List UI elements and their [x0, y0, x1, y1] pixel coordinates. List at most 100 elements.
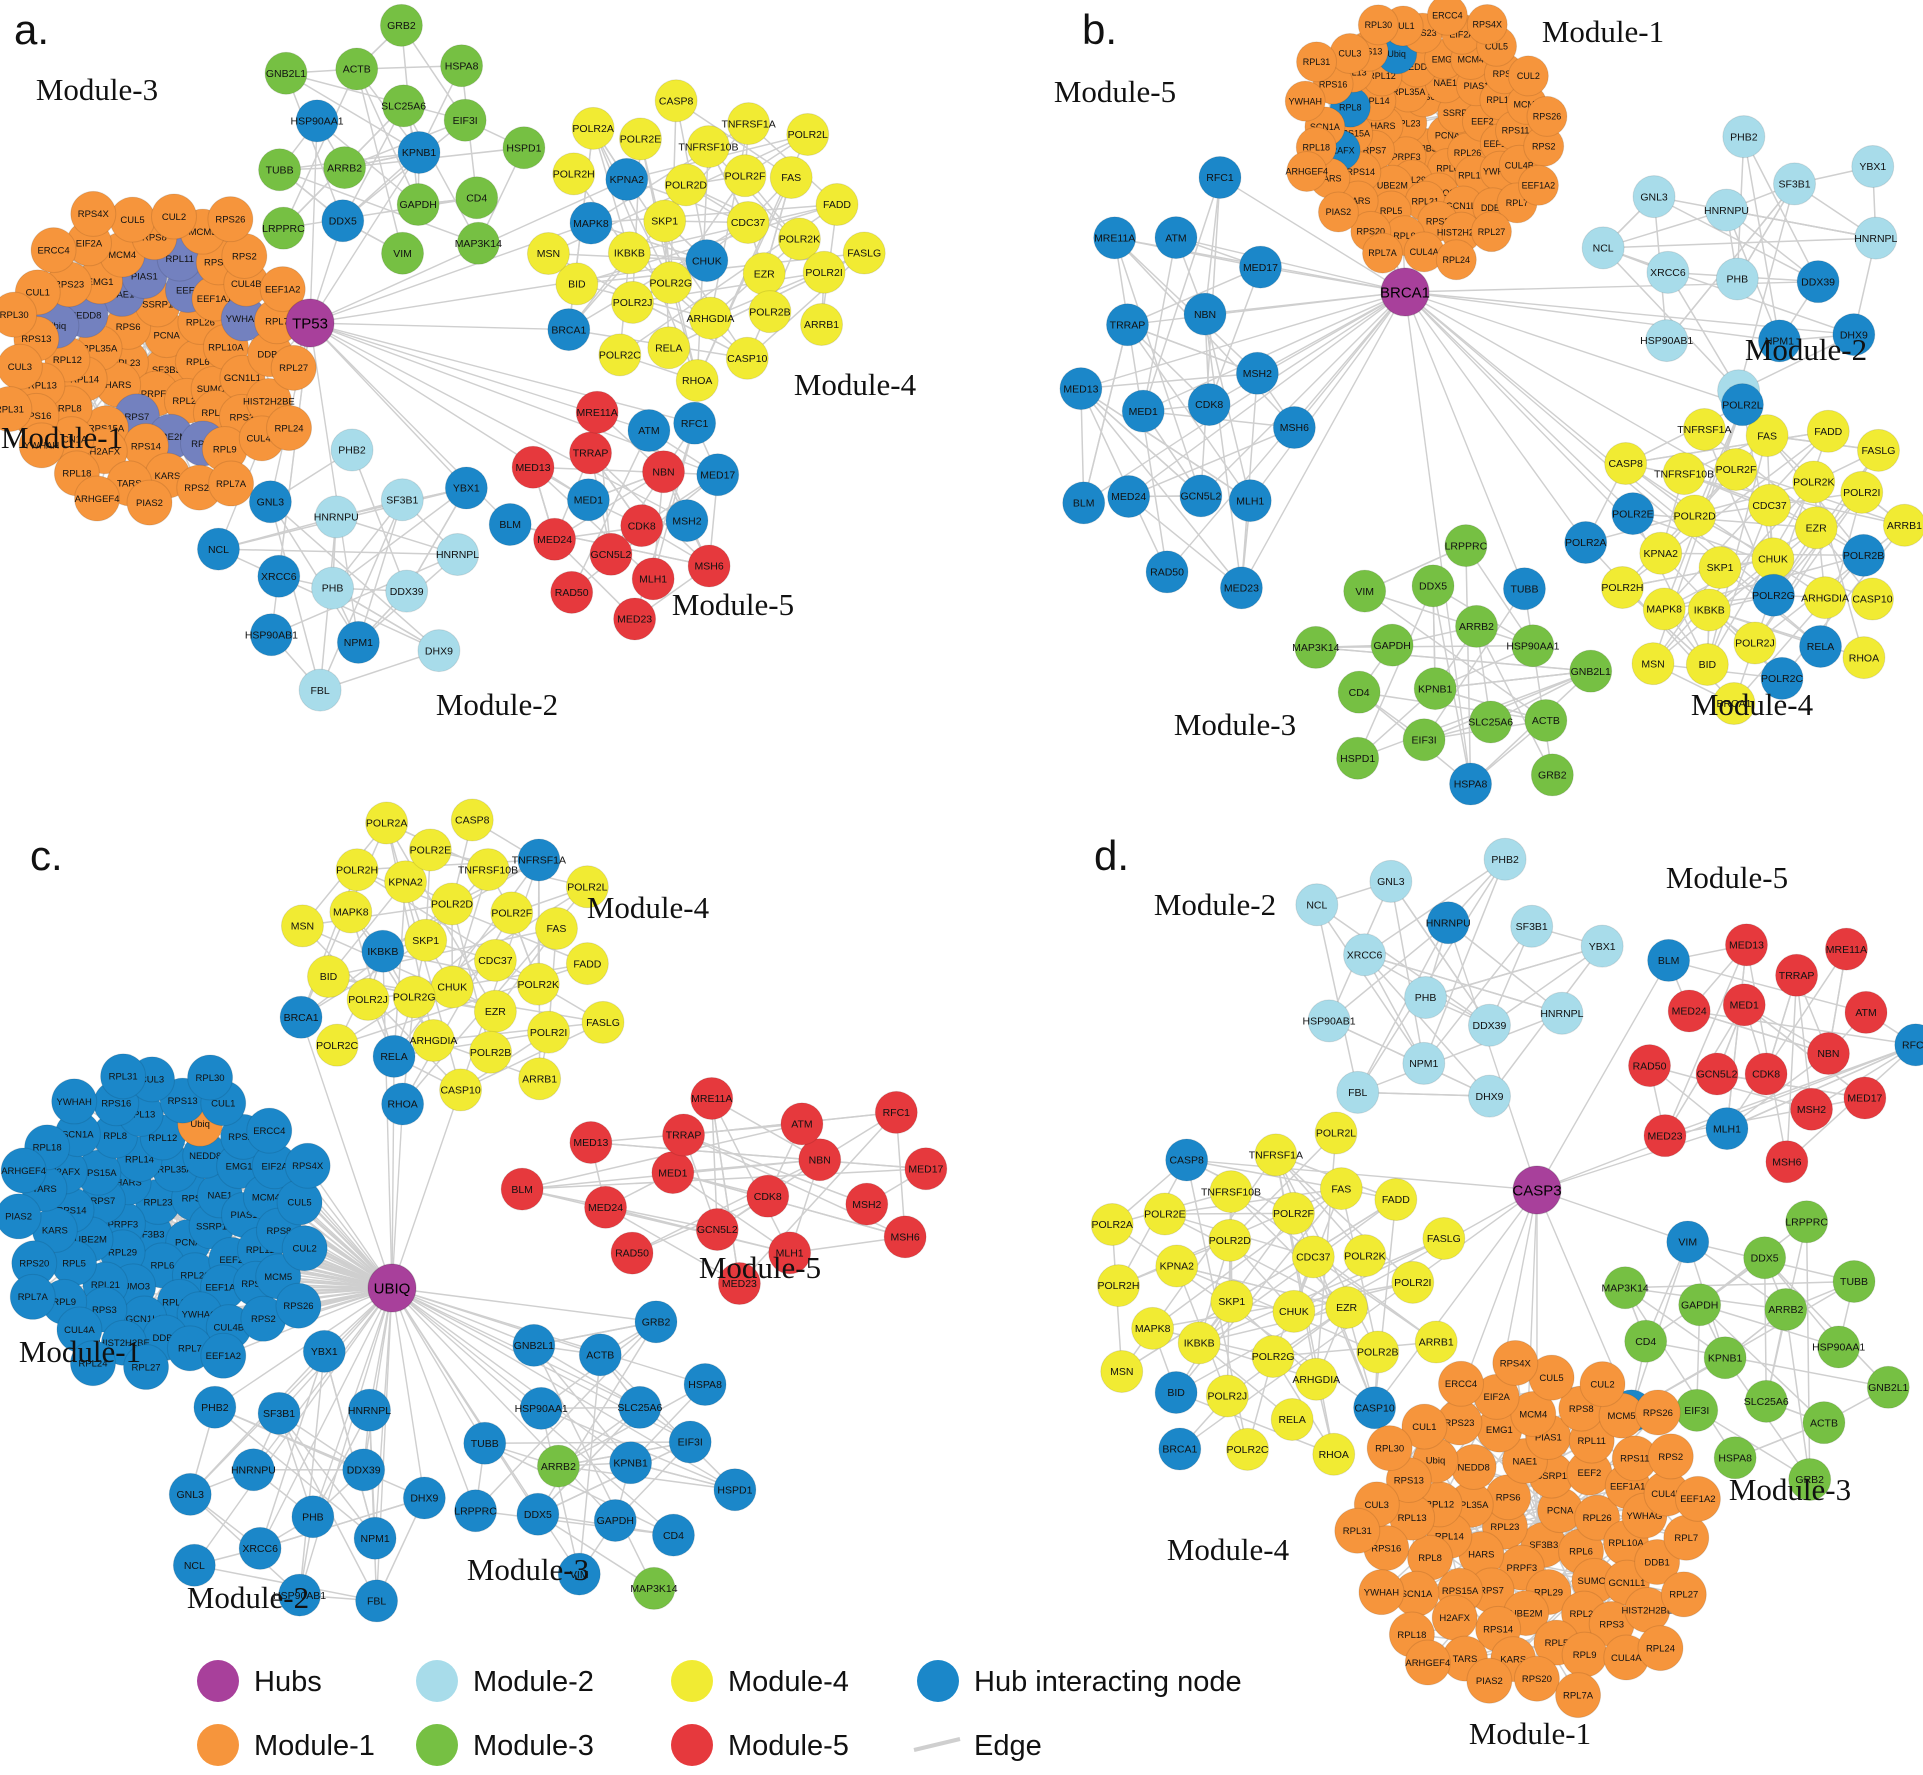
node-POLR2J[interactable]: POLR2J [1205, 1374, 1249, 1418]
node-circle[interactable] [1362, 232, 1404, 274]
node-circle[interactable] [768, 1231, 812, 1275]
node-EEF1A2[interactable]: EEF1A2 [1674, 1475, 1721, 1522]
node-circle[interactable] [727, 102, 771, 146]
node-circle[interactable] [291, 1495, 335, 1539]
node-TNFRSF10B[interactable]: TNFRSF10B [1654, 452, 1714, 496]
node-GCN5L2[interactable]: GCN5L2 [1695, 1052, 1739, 1096]
node-circle[interactable] [618, 1385, 662, 1429]
node-DDX5[interactable]: DDX5 [321, 199, 365, 243]
node-MED23[interactable]: MED23 [717, 1262, 761, 1306]
node-circle[interactable] [207, 196, 254, 243]
node-circle[interactable] [490, 891, 534, 935]
node-YBX1[interactable]: YBX1 [444, 466, 488, 510]
node-ERCC4[interactable]: ERCC4 [30, 227, 77, 274]
node-RPL31[interactable]: RPL31 [1334, 1507, 1381, 1554]
node-PHB[interactable]: PHB [291, 1495, 335, 1539]
node-FAS[interactable]: FAS [1745, 414, 1789, 458]
node-circle[interactable] [1796, 260, 1840, 304]
node-circle[interactable] [196, 527, 240, 571]
node-IKBKB[interactable]: IKBKB [1177, 1321, 1221, 1365]
node-POLR2G[interactable]: POLR2G [392, 975, 436, 1019]
node-circle[interactable] [315, 1023, 359, 1067]
node-KPNA2[interactable]: KPNA2 [1639, 531, 1683, 575]
node-circle[interactable] [384, 860, 428, 904]
node-circle[interactable] [723, 154, 767, 198]
node-ARHGEF4[interactable]: ARHGEF4 [0, 1147, 47, 1194]
node-circle[interactable] [279, 995, 323, 1039]
node-FADD[interactable]: FADD [815, 183, 859, 227]
node-POLR2D[interactable]: POLR2D [1673, 494, 1717, 538]
node-circle[interactable] [392, 975, 436, 1019]
node-RFC1[interactable]: RFC1 [1198, 155, 1242, 199]
node-circle[interactable] [547, 308, 591, 352]
node-circle[interactable] [150, 193, 197, 240]
node-POLR2B[interactable]: POLR2B [748, 290, 792, 334]
node-circle[interactable] [1530, 753, 1574, 797]
node-circle[interactable] [259, 266, 306, 313]
node-ACTB[interactable]: ACTB [1524, 698, 1568, 742]
node-NBN[interactable]: NBN [1183, 292, 1227, 336]
node-circle[interactable] [1854, 216, 1898, 260]
node-circle[interactable] [746, 1174, 790, 1218]
node-circle[interactable] [1856, 428, 1900, 472]
node-NCL[interactable]: NCL [1581, 226, 1625, 270]
node-circle[interactable] [1715, 257, 1759, 301]
node-circle[interactable] [536, 1444, 580, 1488]
node-RPS2[interactable]: RPS2 [1647, 1433, 1694, 1480]
node-circle[interactable] [842, 231, 886, 275]
node-RAD50[interactable]: RAD50 [1145, 550, 1189, 594]
node-RELA[interactable]: RELA [647, 326, 691, 370]
node-FASLG[interactable]: FASLG [1422, 1216, 1466, 1260]
node-circle[interactable] [627, 409, 671, 453]
node-MLH1[interactable]: MLH1 [631, 557, 675, 601]
node-IKBKB[interactable]: IKBKB [361, 929, 405, 973]
node-ARRB2[interactable]: ARRB2 [536, 1444, 580, 1488]
node-circle[interactable] [172, 1543, 216, 1587]
node-RPL30[interactable]: RPL30 [1366, 1425, 1413, 1472]
node-circle[interactable] [1062, 481, 1106, 525]
node-circle[interactable] [1581, 226, 1625, 270]
node-circle[interactable] [257, 554, 301, 598]
node-YWHAH[interactable]: YWHAH [18, 422, 65, 469]
node-LRPPRC[interactable]: LRPPRC [1785, 1200, 1828, 1244]
node-RPL27[interactable]: RPL27 [1470, 211, 1512, 253]
node-circle[interactable] [1642, 587, 1686, 631]
node-EIF3I[interactable]: EIF3I [443, 98, 487, 142]
node-YWHAH[interactable]: YWHAH [51, 1078, 98, 1125]
node-circle[interactable] [527, 1010, 571, 1054]
node-RPL24[interactable]: RPL24 [69, 1340, 116, 1387]
node-POLR2L[interactable]: POLR2L [1720, 383, 1764, 427]
node-RPL31[interactable]: RPL31 [1296, 41, 1338, 83]
node-CD4[interactable]: CD4 [651, 1513, 695, 1557]
node-circle[interactable] [1524, 698, 1568, 742]
node-FBL[interactable]: FBL [355, 1579, 399, 1623]
node-circle[interactable] [651, 1513, 695, 1557]
node-circle[interactable] [726, 200, 770, 244]
node-circle[interactable] [815, 183, 859, 227]
node-circle[interactable] [270, 344, 317, 391]
node-circle[interactable] [643, 199, 687, 243]
node-circle[interactable] [569, 201, 613, 245]
node-PIAS2[interactable]: PIAS2 [1317, 191, 1359, 233]
node-RHOA[interactable]: RHOA [675, 358, 719, 402]
node-EIF3I[interactable]: EIF3I [1675, 1388, 1719, 1432]
node-CASP10[interactable]: CASP10 [1353, 1386, 1397, 1430]
node-circle[interactable] [306, 955, 350, 999]
node-RFC1[interactable]: RFC1 [874, 1090, 918, 1134]
node-SKP1[interactable]: SKP1 [1210, 1280, 1254, 1324]
node-RPL7[interactable]: RPL7 [1663, 1514, 1710, 1561]
node-ARHGDIA[interactable]: ARHGDIA [1801, 576, 1849, 620]
node-BLM[interactable]: BLM [500, 1167, 544, 1211]
node-MED23[interactable]: MED23 [613, 597, 657, 641]
node-RELA[interactable]: RELA [1799, 624, 1843, 668]
node-PHB2[interactable]: PHB2 [193, 1385, 237, 1429]
node-TNFRSF10B[interactable]: TNFRSF10B [458, 848, 518, 892]
node-circle[interactable] [687, 544, 731, 588]
node-circle[interactable] [800, 302, 844, 346]
node-ERCC4[interactable]: ERCC4 [1426, 0, 1468, 36]
node-circle[interactable] [502, 126, 546, 170]
node-RPL24[interactable]: RPL24 [266, 404, 313, 451]
node-circle[interactable] [1413, 667, 1457, 711]
node-circle[interactable] [402, 1476, 446, 1520]
node-POLR2H[interactable]: POLR2H [1096, 1264, 1140, 1308]
